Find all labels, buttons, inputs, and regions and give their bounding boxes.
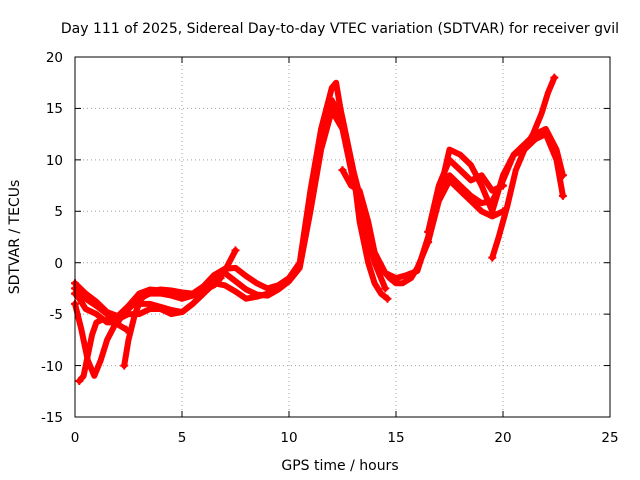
data-point-marker: [216, 274, 225, 283]
y-tick-label: 20: [46, 50, 63, 66]
y-tick-label: -5: [50, 307, 63, 323]
plot-area: [71, 73, 567, 385]
y-tick-label: 10: [46, 153, 63, 169]
grid-lines: [75, 57, 610, 417]
data-point-marker: [338, 166, 347, 175]
x-tick-label: 0: [71, 430, 80, 446]
x-axis-labels: 0 5 10 15 20 25: [71, 430, 619, 446]
data-point-marker: [499, 181, 507, 190]
x-tick-label: 25: [601, 430, 618, 446]
x-tick-label: 20: [494, 430, 511, 446]
y-tick-label: -15: [41, 410, 63, 426]
y-tick-label: 15: [46, 101, 63, 117]
series-track-10: [489, 74, 558, 261]
y-tick-label: 5: [54, 204, 63, 220]
series-track-8: [425, 156, 506, 235]
data-point-marker: [558, 191, 567, 200]
series-track-3: [72, 79, 391, 326]
x-tick-label: 5: [178, 430, 187, 446]
data-point-marker: [550, 73, 559, 82]
series-track-7: [339, 131, 566, 287]
x-tick-label: 15: [387, 430, 404, 446]
chart-title: Day 111 of 2025, Sidereal Day-to-day VTE…: [61, 21, 619, 37]
x-axis-title: GPS time / hours: [281, 458, 398, 474]
series-track-6: [121, 275, 224, 369]
data-point-marker: [488, 253, 497, 262]
series-track-9: [425, 177, 506, 246]
data-point-marker: [381, 284, 390, 293]
y-axis-title: SDTVAR / TECUs: [7, 180, 23, 295]
data-point-marker: [424, 238, 433, 247]
plot-frame: [74, 56, 611, 418]
data-point-marker: [231, 246, 240, 255]
y-tick-label: 0: [54, 256, 63, 272]
y-tick-label: -10: [41, 359, 63, 375]
series-track-5: [76, 316, 130, 384]
data-point-marker: [75, 377, 84, 385]
y-axis-labels: -15 -10 -5 0 5 10 15 20: [41, 50, 63, 426]
data-point-marker: [383, 294, 392, 303]
data-point-marker: [120, 361, 129, 370]
x-tick-label: 10: [280, 430, 297, 446]
